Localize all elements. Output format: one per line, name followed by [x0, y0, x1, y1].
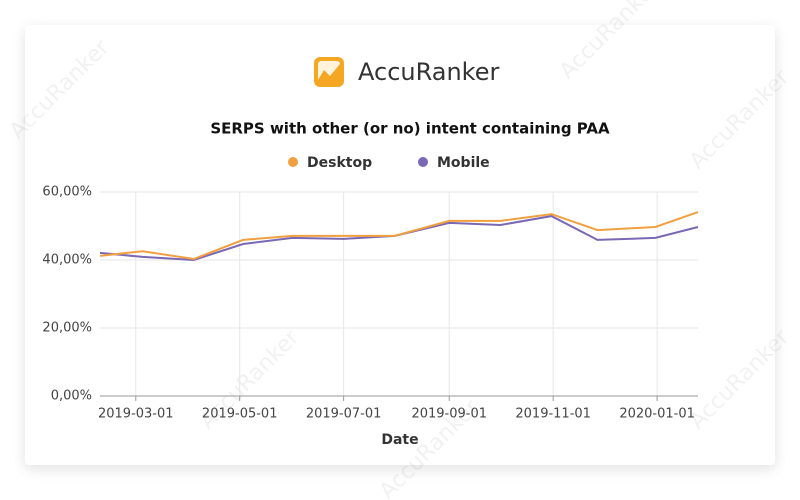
- chart-title: SERPS with other (or no) intent containi…: [210, 120, 610, 138]
- watermark: AccuRanker: [555, 0, 665, 84]
- legend-label: Desktop: [307, 155, 372, 171]
- x-axis-label: Date: [381, 432, 418, 448]
- x-tick-label: 2019-09-01: [411, 407, 487, 422]
- y-tick-label: 0,00%: [51, 389, 92, 404]
- y-tick-label: 60,00%: [42, 185, 92, 200]
- x-tick-label: 2019-11-01: [515, 407, 591, 422]
- x-tick-label: 2019-07-01: [306, 407, 382, 422]
- logo-icon: [314, 57, 344, 87]
- x-tick-label: 2019-05-01: [202, 407, 278, 422]
- card: [25, 25, 775, 465]
- series-line: [99, 215, 699, 262]
- series-line: [99, 211, 699, 261]
- y-tick-label: 20,00%: [42, 321, 92, 336]
- watermark: AccuRanker: [685, 64, 795, 174]
- y-tick-label: 40,00%: [42, 253, 92, 268]
- watermark: AccuRanker: [5, 34, 115, 144]
- legend-marker: [288, 157, 298, 167]
- x-tick-label: 2020-01-01: [619, 407, 695, 422]
- brand-name: AccuRanker: [358, 58, 499, 86]
- legend-marker: [418, 157, 428, 167]
- legend-label: Mobile: [437, 155, 490, 171]
- x-tick-label: 2019-03-01: [98, 407, 174, 422]
- watermark: AccuRanker: [685, 324, 795, 434]
